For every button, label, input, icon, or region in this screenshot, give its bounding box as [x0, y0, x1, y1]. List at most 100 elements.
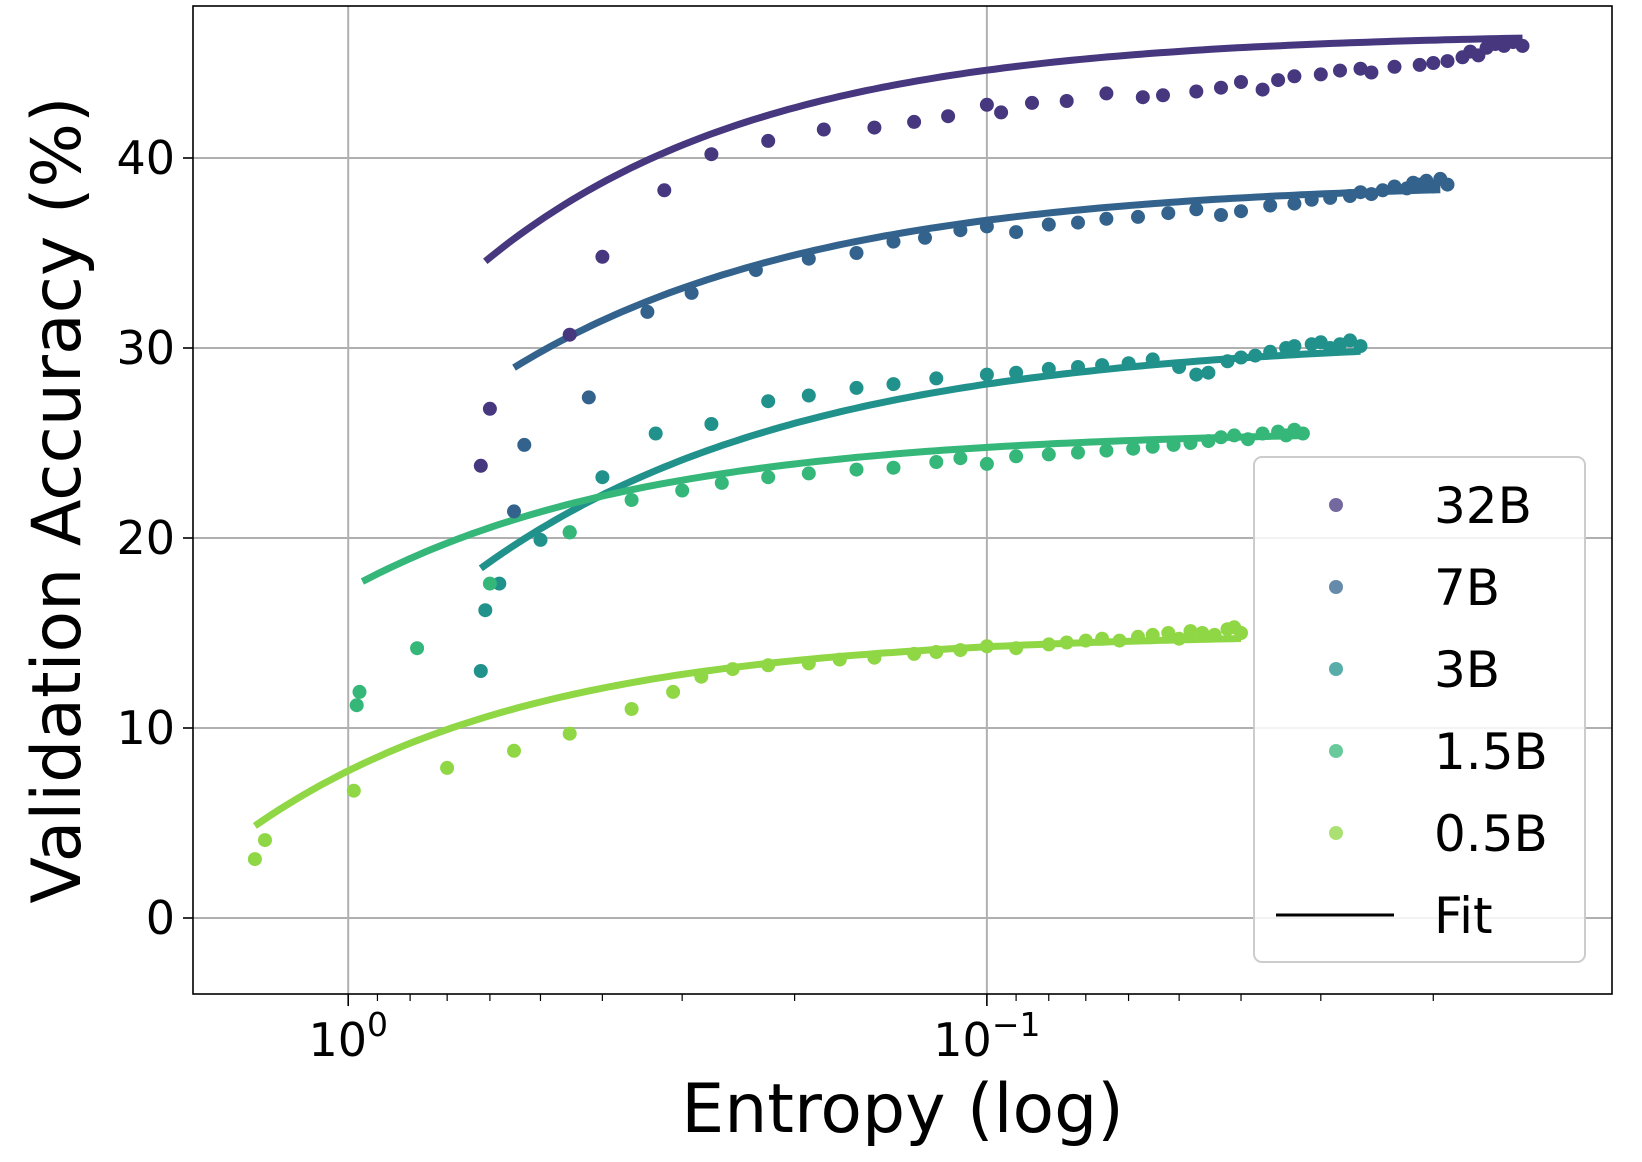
data-point-32B	[867, 120, 882, 135]
data-point-0.5B	[694, 669, 709, 684]
data-point-7B	[1304, 192, 1319, 207]
data-point-1.5B	[1126, 441, 1141, 456]
legend-box	[1253, 456, 1586, 963]
data-point-0.5B	[929, 645, 944, 659]
data-point-7B	[1375, 183, 1390, 198]
data-point-3B	[1263, 344, 1278, 359]
data-point-7B	[1440, 177, 1455, 192]
data-point-1.5B	[953, 451, 968, 466]
data-point-7B	[1353, 185, 1368, 200]
data-point-3B	[761, 394, 776, 409]
data-point-1.5B	[1071, 445, 1085, 460]
data-point-7B	[684, 285, 699, 300]
data-point-1.5B	[1009, 449, 1024, 464]
data-point-1.5B	[886, 460, 901, 475]
data-point-1.5B	[1183, 436, 1198, 450]
data-point-32B	[1515, 38, 1530, 53]
data-point-7B	[953, 223, 968, 238]
data-point-7B	[1263, 198, 1278, 213]
data-point-0.5B	[907, 646, 922, 661]
y-tick-label: 20	[116, 511, 175, 565]
data-point-0.5B	[1095, 631, 1110, 646]
data-point-1.5B	[1214, 430, 1228, 445]
data-point-32B	[562, 327, 577, 342]
data-point-3B	[886, 377, 901, 392]
data-point-7B	[1364, 187, 1379, 202]
data-point-0.5B	[832, 652, 847, 667]
data-point-1.5B	[482, 576, 497, 591]
data-point-32B	[761, 133, 776, 148]
data-point-32B	[1271, 73, 1286, 88]
data-point-7B	[517, 437, 532, 452]
data-point-32B	[1156, 88, 1170, 103]
data-point-1.5B	[1255, 426, 1270, 441]
data-point-7B	[1343, 189, 1357, 203]
data-point-32B	[1412, 57, 1427, 72]
data-point-3B	[1353, 339, 1368, 354]
legend: 32B 7B 3B 1.5B 0.5B Fit	[1253, 456, 1586, 963]
data-point-32B	[816, 122, 831, 137]
data-point-7B	[979, 219, 994, 234]
data-point-0.5B	[1009, 641, 1024, 656]
grid	[193, 6, 1612, 994]
axis-ticks: 0 10 20 30 40 100 10−1	[116, 131, 1434, 1067]
x-tick-label: 100	[308, 1005, 388, 1067]
legend-marker-3B	[1329, 662, 1343, 676]
data-point-0.5B	[1078, 633, 1093, 648]
data-point-1.5B	[801, 466, 816, 481]
data-point-0.5B	[666, 684, 681, 699]
data-point-3B	[1121, 356, 1136, 371]
data-point-1.5B	[1295, 426, 1310, 441]
data-point-1.5B	[349, 698, 364, 713]
data-point-32B	[1353, 61, 1368, 76]
x-tick-label: 10−1	[933, 1005, 1040, 1067]
data-point-0.5B	[1183, 624, 1198, 639]
data-point-3B	[1145, 352, 1160, 367]
data-point-7B	[1189, 202, 1204, 217]
legend-label-fit: Fit	[1434, 887, 1493, 945]
data-point-32B	[1287, 69, 1302, 84]
data-point-0.5B	[1161, 626, 1176, 640]
data-point-7B	[1234, 204, 1248, 219]
data-point-3B	[1071, 360, 1085, 374]
data-point-32B	[704, 147, 719, 162]
y-axis-label: Validation Accuracy (%)	[18, 96, 97, 903]
data-point-32B	[1387, 59, 1402, 74]
legend-marker-1.5B	[1329, 744, 1343, 758]
data-point-1.5B	[714, 475, 729, 490]
data-point-1.5B	[1241, 432, 1255, 447]
fit-line-3B	[478, 347, 1361, 572]
scatter-points	[247, 35, 1530, 867]
legend-marker-32B	[1329, 498, 1343, 512]
data-point-32B	[907, 114, 922, 129]
data-point-0.5B	[1207, 627, 1222, 642]
data-point-3B	[1189, 367, 1204, 382]
fit-line-32B	[483, 34, 1523, 265]
data-point-32B	[1135, 90, 1150, 105]
data-point-1.5B	[1099, 443, 1114, 458]
data-point-3B	[1234, 350, 1248, 365]
data-point-32B	[1313, 67, 1328, 82]
data-point-7B	[886, 234, 901, 249]
data-point-32B	[657, 183, 672, 198]
legend-label-0.5B: 0.5B	[1434, 805, 1548, 863]
data-point-1.5B	[675, 483, 690, 498]
data-point-0.5B	[1059, 635, 1074, 650]
x-axis-label: Entropy (log)	[681, 1070, 1124, 1149]
data-point-3B	[1041, 361, 1056, 376]
fit-line-0.5B	[252, 635, 1242, 829]
data-point-3B	[849, 380, 864, 395]
y-tick-label: 30	[116, 321, 175, 375]
data-point-32B	[1255, 82, 1270, 97]
data-point-1.5B	[562, 525, 577, 540]
plot-frame	[192, 5, 1613, 995]
data-point-1.5B	[1227, 428, 1242, 443]
data-point-0.5B	[624, 702, 639, 716]
data-point-7B	[640, 304, 655, 319]
data-point-0.5B	[346, 783, 361, 798]
data-point-3B	[1009, 365, 1024, 380]
data-point-32B	[1440, 54, 1455, 69]
fit-lines	[252, 34, 1523, 829]
data-point-7B	[918, 230, 932, 245]
